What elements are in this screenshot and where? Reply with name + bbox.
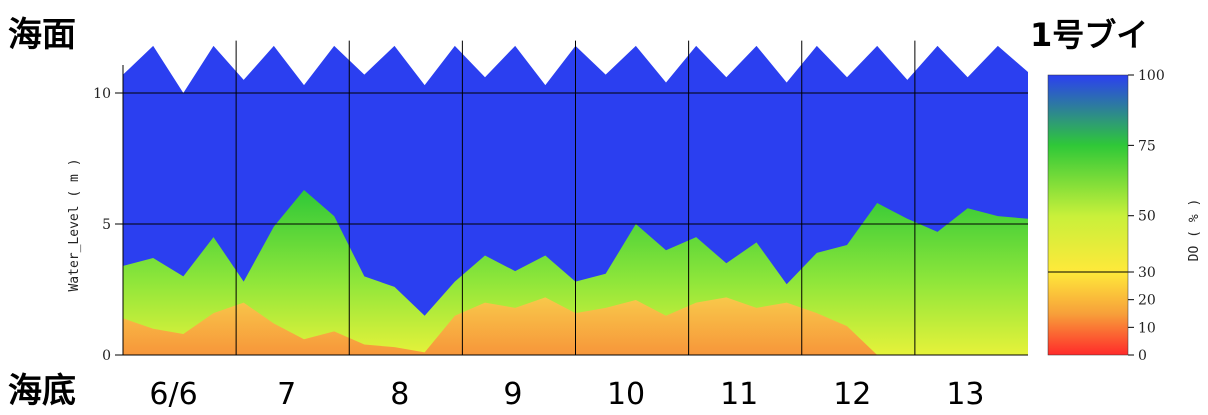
colorbar-tick-label: 20 bbox=[1138, 293, 1156, 309]
axes: 0 5 10 6/6 7 8 9 10 11 12 13 bbox=[93, 65, 985, 412]
x-tick-label: 8 bbox=[390, 377, 409, 412]
colorbar bbox=[1048, 75, 1128, 355]
colorbar-label: DO ( % ) bbox=[1187, 199, 1202, 262]
colorbar-tick-label: 100 bbox=[1138, 68, 1165, 84]
x-tick-label: 10 bbox=[607, 377, 645, 412]
x-tick-label: 11 bbox=[720, 377, 758, 412]
colorbar-tick-label: 50 bbox=[1138, 209, 1156, 225]
x-tick-label: 9 bbox=[503, 377, 522, 412]
colorbar-tick-label: 0 bbox=[1138, 348, 1147, 364]
y-tick-label: 5 bbox=[102, 217, 111, 233]
grid bbox=[123, 40, 1028, 356]
y-axis-label: Water_Level ( m ) bbox=[67, 158, 82, 291]
x-tick-label: 12 bbox=[833, 377, 871, 412]
colorbar-tick-label: 10 bbox=[1138, 320, 1156, 336]
colorbar-frame bbox=[1047, 74, 1129, 356]
colorbar-tick-label: 75 bbox=[1138, 138, 1156, 154]
colorbar-ticks: 0 10 20 30 50 75 100 bbox=[1047, 68, 1165, 364]
colorbar-tick-label: 30 bbox=[1138, 265, 1156, 281]
x-tick-label: 13 bbox=[946, 377, 984, 412]
buoy-title: 1号ブイ bbox=[1030, 16, 1148, 54]
y-tick-label: 0 bbox=[102, 348, 111, 364]
y-tick-label: 10 bbox=[93, 86, 111, 102]
bottom-label: 海底 bbox=[8, 371, 76, 411]
x-tick-label: 7 bbox=[277, 377, 296, 412]
surface-label: 海面 bbox=[8, 15, 76, 55]
x-tick-label: 6/6 bbox=[149, 377, 197, 412]
